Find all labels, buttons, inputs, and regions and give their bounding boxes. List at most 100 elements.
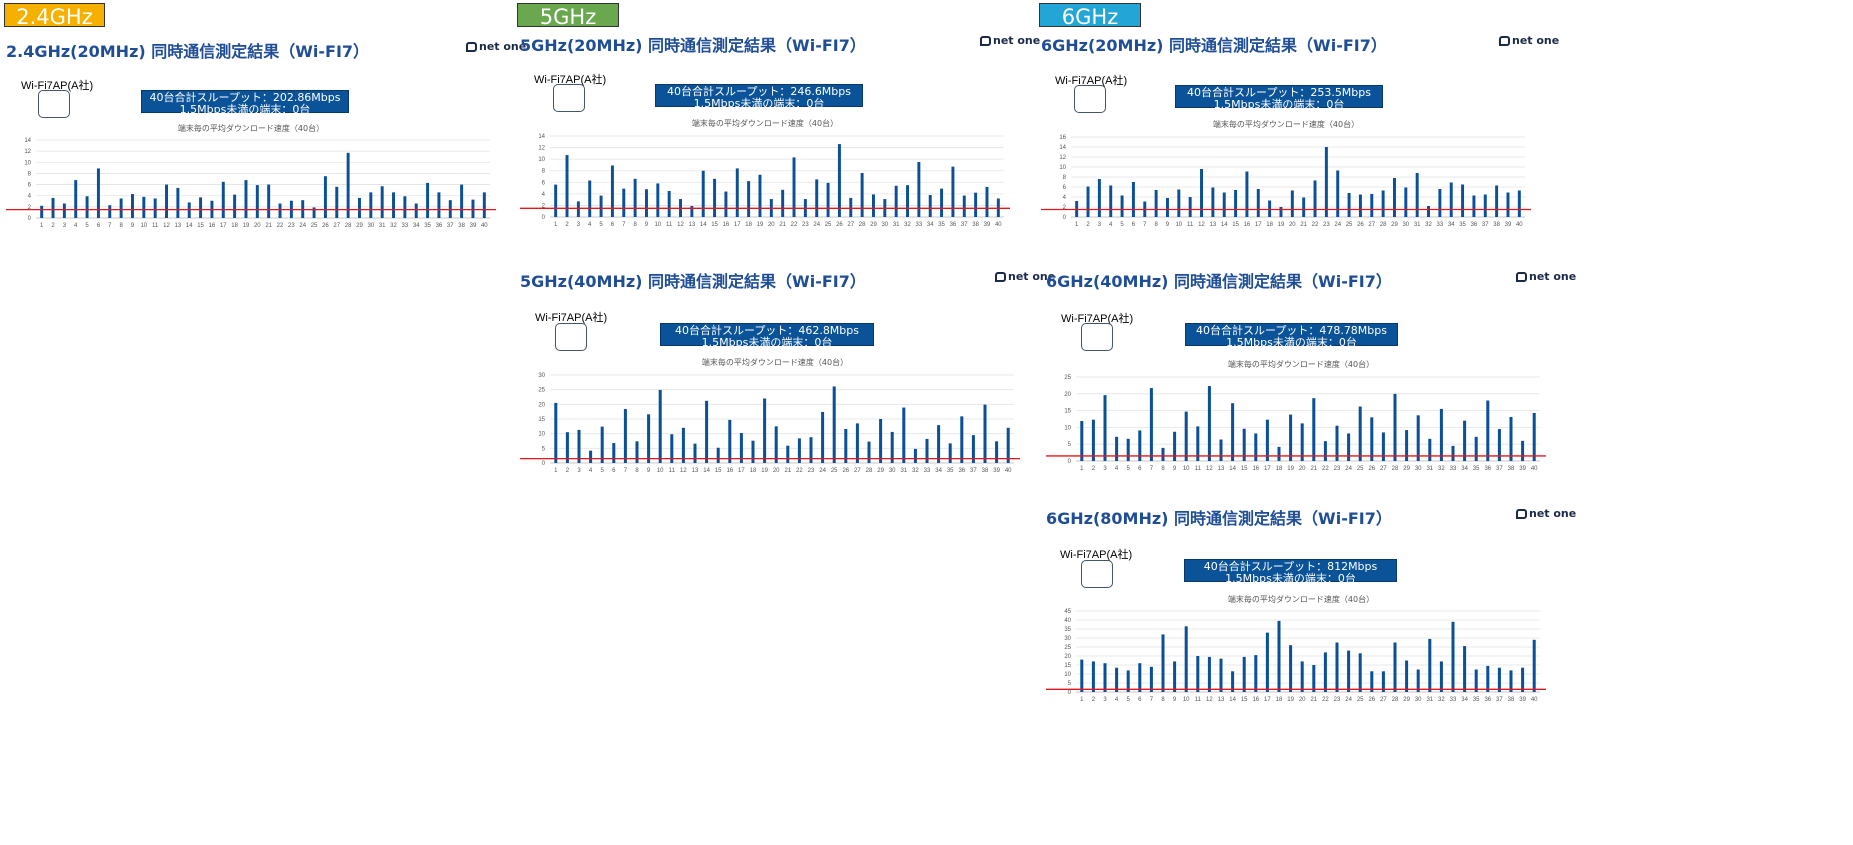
x-tick-label: 15 xyxy=(197,223,204,229)
x-tick-label: 11 xyxy=(669,468,676,474)
x-tick-label: 11 xyxy=(152,223,159,229)
y-tick-label: 0 xyxy=(28,216,32,222)
panel-title: 2.4GHz(20MHz) 同時通信測定結果（Wi-FI7） xyxy=(6,42,370,61)
bar xyxy=(713,178,717,217)
bar xyxy=(1393,642,1397,692)
x-tick-label: 14 xyxy=(1221,222,1228,228)
bar xyxy=(1474,436,1478,461)
bar xyxy=(902,407,906,463)
bar xyxy=(1115,436,1119,461)
x-tick-label: 22 xyxy=(1322,466,1329,472)
x-tick-label: 31 xyxy=(1414,222,1421,228)
logo-text: net one xyxy=(1008,270,1056,283)
bar xyxy=(1497,667,1501,692)
bar xyxy=(937,425,941,463)
x-tick-label: 11 xyxy=(666,222,673,228)
x-tick-label: 29 xyxy=(877,468,884,474)
x-tick-label: 33 xyxy=(1450,466,1457,472)
logo-text: net one xyxy=(1512,34,1560,47)
x-tick-label: 5 xyxy=(85,223,89,229)
x-tick-label: 12 xyxy=(1198,222,1205,228)
x-tick-label: 15 xyxy=(711,222,718,228)
x-tick-label: 14 xyxy=(186,223,193,229)
x-tick-label: 3 xyxy=(577,468,581,474)
y-tick-label: 14 xyxy=(538,134,545,140)
x-tick-label: 16 xyxy=(723,222,730,228)
bar xyxy=(1131,182,1135,217)
x-tick-label: 10 xyxy=(654,222,661,228)
x-tick-label: 4 xyxy=(588,222,592,228)
x-tick-label: 19 xyxy=(243,223,250,229)
bar xyxy=(890,431,894,463)
bar xyxy=(369,192,373,218)
bar xyxy=(1335,425,1339,461)
x-tick-label: 26 xyxy=(322,223,329,229)
y-tick-label: 15 xyxy=(1064,409,1071,415)
bar xyxy=(1370,417,1374,461)
bar xyxy=(1381,190,1385,217)
x-tick-label: 5 xyxy=(599,222,603,228)
y-tick-label: 30 xyxy=(1064,636,1071,642)
x-tick-label: 21 xyxy=(1310,697,1317,703)
netone-logo: net one xyxy=(466,40,526,53)
bar xyxy=(1509,670,1513,692)
bar xyxy=(392,192,396,218)
bar xyxy=(414,203,418,218)
x-tick-label: 6 xyxy=(1138,697,1142,703)
bar xyxy=(1091,661,1095,692)
x-tick-label: 22 xyxy=(1312,222,1319,228)
y-tick-label: 14 xyxy=(24,138,31,144)
bar xyxy=(74,180,78,218)
bar xyxy=(1300,423,1304,461)
y-tick-label: 12 xyxy=(24,149,31,155)
x-tick-label: 16 xyxy=(1252,697,1259,703)
netone-logo-icon xyxy=(1516,509,1527,519)
x-tick-label: 37 xyxy=(1496,466,1503,472)
x-tick-label: 12 xyxy=(163,223,170,229)
bar xyxy=(426,182,430,218)
bar xyxy=(871,194,875,217)
bar xyxy=(221,181,225,218)
bar xyxy=(1138,663,1142,692)
bar xyxy=(855,423,859,463)
y-tick-label: 5 xyxy=(1068,442,1072,448)
access-point-icon xyxy=(1074,85,1106,113)
bar xyxy=(565,432,569,463)
bar xyxy=(1290,190,1294,217)
bar xyxy=(1451,445,1455,461)
x-tick-label: 8 xyxy=(119,223,123,229)
y-tick-label: 0 xyxy=(1068,459,1072,465)
bar xyxy=(153,198,157,218)
chart-title: 端末毎の平均ダウンロード速度（40台） xyxy=(1212,120,1360,129)
x-tick-label: 30 xyxy=(1402,222,1409,228)
low-speed-count-text: 1.5Mbps未満の端末：0台 xyxy=(1225,572,1356,585)
bar xyxy=(1472,195,1476,217)
bar xyxy=(589,450,593,463)
bar xyxy=(693,443,697,463)
x-tick-label: 29 xyxy=(356,223,363,229)
bar xyxy=(62,203,66,218)
x-tick-label: 21 xyxy=(1300,222,1307,228)
x-tick-label: 28 xyxy=(1380,222,1387,228)
bar xyxy=(1532,639,1536,692)
x-tick-label: 39 xyxy=(984,222,991,228)
access-point-icon xyxy=(1081,323,1113,351)
bar xyxy=(758,174,762,217)
x-tick-label: 20 xyxy=(1299,697,1306,703)
bar xyxy=(928,195,932,217)
bar xyxy=(1347,193,1351,217)
x-tick-label: 37 xyxy=(961,222,968,228)
bar xyxy=(1245,171,1249,217)
x-tick-label: 17 xyxy=(734,222,741,228)
x-tick-label: 25 xyxy=(311,223,318,229)
x-tick-label: 9 xyxy=(1173,697,1177,703)
bar xyxy=(1279,207,1283,217)
ap-label: Wi-Fi7AP(A社) xyxy=(535,312,608,324)
x-tick-label: 33 xyxy=(916,222,923,228)
bar xyxy=(1463,420,1467,461)
x-tick-label: 34 xyxy=(1461,697,1468,703)
bar xyxy=(739,433,743,463)
x-tick-label: 25 xyxy=(825,222,832,228)
x-tick-label: 13 xyxy=(692,468,699,474)
bar xyxy=(1302,197,1306,217)
